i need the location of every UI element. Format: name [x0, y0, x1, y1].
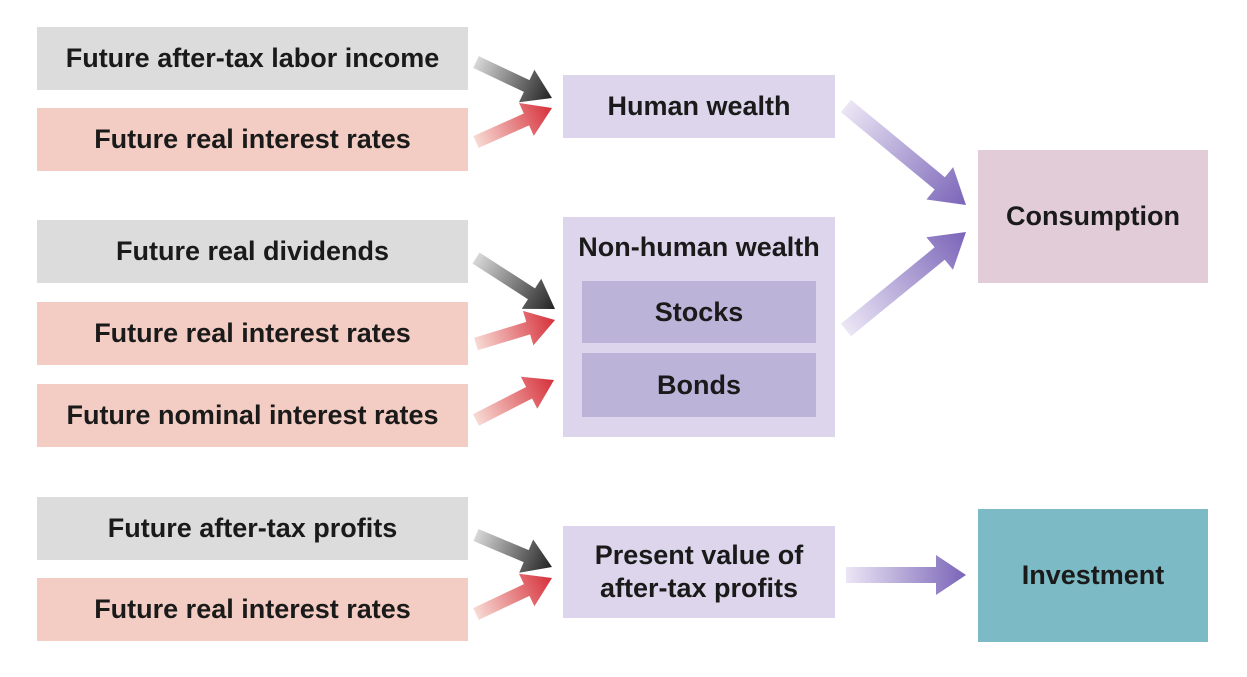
nominal-rates-label: Future nominal interest rates — [66, 400, 439, 430]
nonhuman-wealth-label: Non-human wealth — [578, 232, 820, 262]
arrow-profits-to-present-value — [473, 529, 552, 573]
present-value-label-line1: Present value of — [594, 540, 804, 570]
real-rates-label-3: Future real interest rates — [94, 594, 411, 624]
after-tax-profits-node: Future after-tax profits — [37, 497, 468, 560]
real-rates-node-1: Future real interest rates — [37, 108, 468, 171]
human-wealth-label: Human wealth — [607, 91, 791, 121]
arrow-human-to-consumption — [840, 99, 967, 206]
real-rates-node-3: Future real interest rates — [37, 578, 468, 641]
investment-label: Investment — [1021, 560, 1165, 590]
real-rates-label-2: Future real interest rates — [94, 318, 411, 348]
arrow-labor-to-human — [473, 56, 553, 103]
real-rates-node-2: Future real interest rates — [37, 302, 468, 365]
labor-income-label: Future after-tax labor income — [65, 43, 440, 73]
bonds-node: Bonds — [582, 353, 816, 417]
after-tax-profits-label: Future after-tax profits — [107, 513, 398, 543]
labor-income-node: Future after-tax labor income — [37, 27, 468, 90]
present-value-node: Present value of after-tax profits — [563, 526, 835, 618]
bonds-label: Bonds — [657, 369, 741, 400]
arrow-real-rates-3-to-present-value — [473, 573, 553, 620]
real-rates-label-1: Future real interest rates — [94, 124, 411, 154]
arrow-dividends-to-stocks — [472, 252, 555, 309]
present-value-label-line2: after-tax profits — [599, 573, 799, 603]
investment-node: Investment — [978, 509, 1208, 642]
human-wealth-node: Human wealth — [563, 75, 835, 138]
arrow-nonhuman-to-consumption — [840, 232, 966, 337]
consumption-node: Consumption — [978, 150, 1208, 283]
stocks-label: Stocks — [654, 296, 744, 327]
arrow-real-rates-2-to-stocks — [474, 310, 555, 351]
real-dividends-node: Future real dividends — [37, 220, 468, 283]
nominal-rates-node: Future nominal interest rates — [37, 384, 468, 447]
consumption-label: Consumption — [1006, 201, 1180, 231]
arrow-nominal-rates-to-bonds — [473, 376, 554, 426]
stocks-node: Stocks — [582, 281, 816, 343]
real-dividends-label: Future real dividends — [115, 236, 390, 266]
arrow-real-rates-1-to-human — [473, 103, 552, 148]
arrow-present-value-to-investment — [846, 555, 966, 595]
